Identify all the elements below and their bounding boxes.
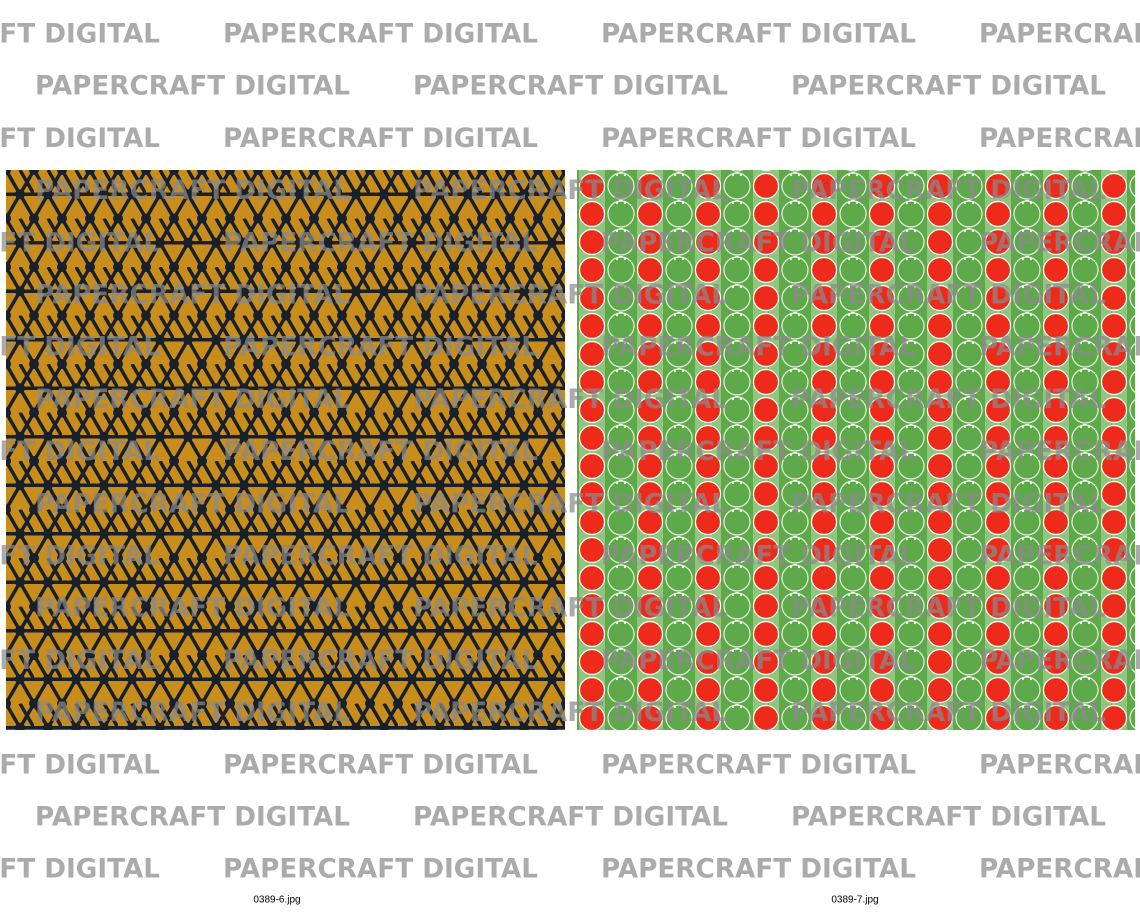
watermark-text: PAPERCRAFT DIGITAL [791,802,1106,833]
image-caption: 0389-6.jpg [253,895,300,906]
watermark-text: PAPERCRAFT DIGITAL [601,123,916,154]
watermark-text: PAPERCRAFT DIGITAL [223,645,538,676]
watermark-text: PAPERCRAFT DIGITAL [791,384,1106,415]
watermark-text: PAPERCRAFT DIGITAL [413,697,728,728]
watermark-text: PAPERCRAFT DIGITAL [601,749,916,780]
watermark-text: PAPERCRAFT DIGITAL [0,332,160,363]
watermark-text: PAPERCRAFT DIGITAL [35,71,350,102]
watermark-text: PAPERCRAFT DIGITAL [413,488,728,519]
watermark-text: PAPERCRAFT DIGITAL [413,802,728,833]
watermark-text: PAPERCRAFT DIGITAL [979,854,1140,885]
watermark-text: PAPERCRAFT DIGITAL [791,175,1106,206]
watermark-text: PAPERCRAFT DIGITAL [791,488,1106,519]
watermark-text: PAPERCRAFT DIGITAL [979,332,1140,363]
watermark-text: PAPERCRAFT DIGITAL [223,854,538,885]
watermark-text: PAPERCRAFT DIGITAL [35,593,350,624]
watermark-text: PAPERCRAFT DIGITAL [413,593,728,624]
watermark-text: PAPERCRAFT DIGITAL [223,749,538,780]
watermark-text: PAPERCRAFT DIGITAL [601,436,916,467]
watermark-text: PAPERCRAFT DIGITAL [0,749,160,780]
watermark-text: PAPERCRAFT DIGITAL [791,280,1106,311]
watermark-text: PAPERCRAFT DIGITAL [35,384,350,415]
watermark-text: PAPERCRAFT DIGITAL [791,697,1106,728]
watermark-text: PAPERCRAFT DIGITAL [0,123,160,154]
watermark-text: PAPERCRAFT DIGITAL [223,19,538,50]
watermark-text: PAPERCRAFT DIGITAL [223,123,538,154]
watermark-text: PAPERCRAFT DIGITAL [0,19,160,50]
watermark-text: PAPERCRAFT DIGITAL [35,175,350,206]
watermark-layer: PAPERCRAFT DIGITAL PAPERCRAFT DIGITAL PAPE… [0,19,1140,885]
watermark-text: PAPERCRAFT DIGITAL [413,280,728,311]
watermark-text: PAPERCRAFT DIGITAL [0,436,160,467]
watermark-text: PAPERCRAFT DIGITAL [601,19,916,50]
watermark-text: PAPERCRAFT DIGITAL [223,332,538,363]
pattern-image-left [6,170,565,730]
pattern-image-right [577,170,1135,730]
watermark-text: PAPERCRAFT DIGITAL [979,645,1140,676]
watermark-text: PAPERCRAFT DIGITAL [601,227,916,258]
watermark-text: PAPERCRAFT DIGITAL [413,384,728,415]
watermark-text: PAPERCRAFT DIGITAL [601,541,916,572]
image-caption: 0389-7.jpg [831,895,878,906]
watermark-text: PAPERCRAFT DIGITAL [979,123,1140,154]
watermark-text: PAPERCRAFT DIGITAL [601,854,916,885]
watermark-text: PAPERCRAFT DIGITAL [35,488,350,519]
watermark-text: PAPERCRAFT DIGITAL [223,541,538,572]
watermark-text: PAPERCRAFT DIGITAL [979,541,1140,572]
watermark-text: PAPERCRAFT DIGITAL [601,645,916,676]
watermark-text: PAPERCRAFT DIGITAL [35,697,350,728]
watermark-text: PAPERCRAFT DIGITAL [413,71,728,102]
watermark-text: PAPERCRAFT DIGITAL [979,227,1140,258]
watermark-text: PAPERCRAFT DIGITAL [0,227,160,258]
watermark-text: PAPERCRAFT DIGITAL [979,749,1140,780]
watermark-text: PAPERCRAFT DIGITAL [35,802,350,833]
watermark-text: PAPERCRAFT DIGITAL [601,332,916,363]
watermark-text: PAPERCRAFT DIGITAL [0,541,160,572]
watermark-text: PAPERCRAFT DIGITAL [0,854,160,885]
watermark-text: PAPERCRAFT DIGITAL [791,71,1106,102]
watermark-text: PAPERCRAFT DIGITAL [791,593,1106,624]
watermark-text: PAPERCRAFT DIGITAL [979,436,1140,467]
watermark-text: PAPERCRAFT DIGITAL [223,436,538,467]
watermark-text: PAPERCRAFT DIGITAL [413,175,728,206]
watermark-text: PAPERCRAFT DIGITAL [223,227,538,258]
watermark-text: PAPERCRAFT DIGITAL [979,19,1140,50]
watermark-text: PAPERCRAFT DIGITAL [0,645,160,676]
watermark-text: PAPERCRAFT DIGITAL [35,280,350,311]
